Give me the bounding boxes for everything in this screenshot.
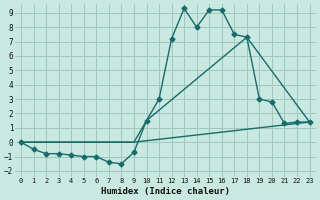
X-axis label: Humidex (Indice chaleur): Humidex (Indice chaleur) xyxy=(101,187,230,196)
